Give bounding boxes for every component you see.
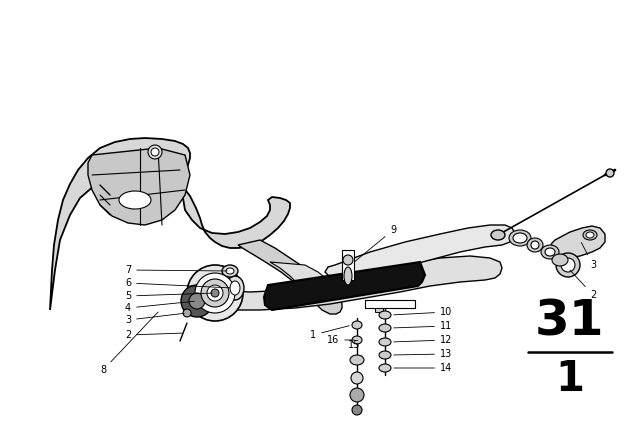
Polygon shape: [270, 262, 338, 302]
Circle shape: [201, 279, 229, 307]
Polygon shape: [88, 148, 190, 225]
Circle shape: [189, 293, 205, 309]
Ellipse shape: [379, 364, 391, 372]
Text: 2: 2: [570, 270, 596, 300]
Circle shape: [195, 273, 235, 313]
Ellipse shape: [606, 169, 614, 177]
Text: 31: 31: [535, 297, 605, 345]
Circle shape: [350, 388, 364, 402]
Circle shape: [207, 285, 223, 301]
Ellipse shape: [491, 230, 505, 240]
Ellipse shape: [351, 372, 363, 384]
Circle shape: [181, 285, 213, 317]
Text: 14: 14: [394, 363, 452, 373]
Ellipse shape: [352, 336, 362, 344]
Text: 1: 1: [556, 358, 584, 400]
Text: 3: 3: [125, 313, 184, 325]
Text: 1: 1: [310, 326, 349, 340]
Text: 12: 12: [394, 335, 452, 345]
Ellipse shape: [527, 238, 543, 252]
Polygon shape: [325, 225, 515, 278]
Ellipse shape: [513, 233, 527, 243]
Ellipse shape: [379, 324, 391, 332]
Polygon shape: [550, 226, 605, 258]
Ellipse shape: [586, 232, 594, 238]
Text: 4: 4: [125, 302, 194, 313]
Text: 3: 3: [581, 242, 596, 270]
Polygon shape: [50, 138, 290, 310]
Ellipse shape: [379, 338, 391, 346]
Ellipse shape: [226, 276, 244, 300]
Ellipse shape: [352, 321, 362, 329]
Polygon shape: [206, 256, 502, 310]
Ellipse shape: [226, 268, 234, 274]
Text: 2: 2: [125, 330, 182, 340]
Ellipse shape: [541, 245, 559, 259]
Text: 5: 5: [125, 291, 212, 301]
Ellipse shape: [344, 267, 352, 285]
Ellipse shape: [583, 230, 597, 240]
Polygon shape: [264, 262, 425, 310]
Ellipse shape: [379, 311, 391, 319]
Circle shape: [343, 255, 353, 265]
Ellipse shape: [379, 351, 391, 359]
Bar: [365, 300, 415, 308]
Circle shape: [556, 253, 580, 277]
Text: 16: 16: [327, 335, 354, 345]
Text: 15: 15: [348, 340, 362, 355]
Circle shape: [187, 265, 243, 321]
Circle shape: [151, 148, 159, 156]
Text: 8: 8: [100, 312, 158, 375]
Circle shape: [352, 405, 362, 415]
Ellipse shape: [350, 355, 364, 365]
Bar: [375, 308, 383, 312]
Circle shape: [561, 258, 575, 272]
Text: 11: 11: [394, 321, 452, 331]
Text: 6: 6: [125, 278, 230, 288]
Circle shape: [148, 145, 162, 159]
Ellipse shape: [222, 265, 238, 277]
Ellipse shape: [230, 281, 240, 295]
Text: 13: 13: [394, 349, 452, 359]
Circle shape: [211, 289, 219, 297]
Ellipse shape: [531, 241, 539, 249]
Ellipse shape: [552, 254, 568, 266]
Bar: [342, 250, 354, 280]
Ellipse shape: [119, 191, 151, 209]
Text: 10: 10: [394, 307, 452, 317]
Circle shape: [183, 309, 191, 317]
Polygon shape: [238, 240, 342, 314]
Ellipse shape: [545, 248, 555, 256]
Text: 9: 9: [355, 225, 396, 261]
Ellipse shape: [509, 230, 531, 246]
Text: 7: 7: [125, 265, 227, 275]
